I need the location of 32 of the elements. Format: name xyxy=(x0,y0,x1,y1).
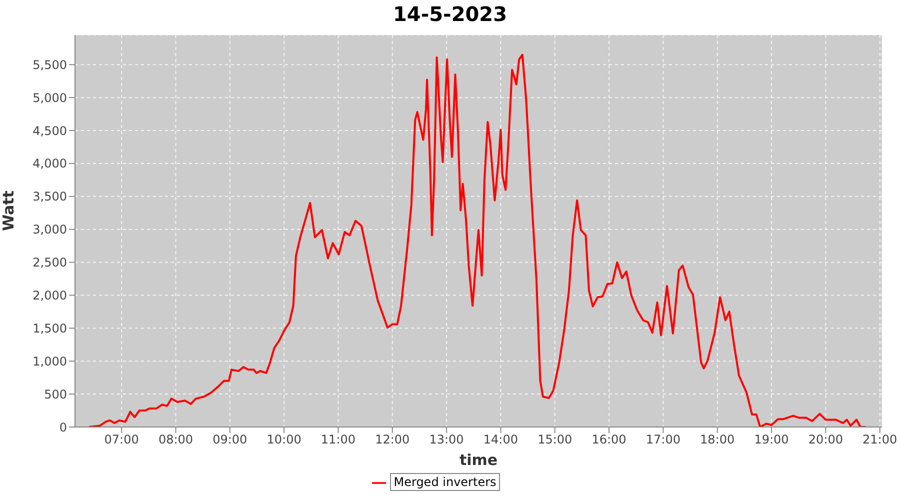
x-tick-label: 20:00 xyxy=(808,432,843,447)
y-axis-title: Watt xyxy=(0,190,18,231)
x-tick-label: 18:00 xyxy=(700,432,735,447)
legend-label: Merged inverters xyxy=(390,473,500,491)
x-tick-label: 07:00 xyxy=(104,432,139,447)
y-tick-label: 0 xyxy=(59,420,67,434)
y-tick-label: 1,000 xyxy=(32,354,67,368)
chart-title: 14-5-2023 xyxy=(392,2,508,26)
x-tick-label: 08:00 xyxy=(158,432,194,447)
x-tick-label: 11:00 xyxy=(320,432,356,447)
x-tick-label: 16:00 xyxy=(592,432,626,447)
y-tick-label: 4,000 xyxy=(32,156,67,171)
y-tick-label: 1,500 xyxy=(32,321,67,336)
x-tick-label: 19:00 xyxy=(754,432,789,447)
y-tick-label: 2,500 xyxy=(32,256,67,270)
y-tick-label: 5,000 xyxy=(32,90,67,105)
y-tick-label: 3,500 xyxy=(32,190,67,204)
x-tick-label: 09:00 xyxy=(212,432,248,447)
x-tick-label: 21:00 xyxy=(862,432,898,447)
y-tick-label: 2,000 xyxy=(32,288,67,302)
y-tick-label: 4,500 xyxy=(32,124,67,138)
x-tick-label: 15:00 xyxy=(538,432,572,447)
x-tick-label: 12:00 xyxy=(375,432,410,447)
y-tick-label: 500 xyxy=(44,387,67,402)
x-tick-label: 17:00 xyxy=(646,432,680,447)
x-tick-label: 13:00 xyxy=(429,432,464,447)
y-tick-label: 5,500 xyxy=(32,58,67,72)
x-tick-label: 14:00 xyxy=(483,432,518,447)
x-axis-title: time xyxy=(459,451,498,469)
x-tick-label: 10:00 xyxy=(266,432,302,447)
line-series xyxy=(88,54,867,427)
y-tick-label: 3,000 xyxy=(32,222,67,237)
